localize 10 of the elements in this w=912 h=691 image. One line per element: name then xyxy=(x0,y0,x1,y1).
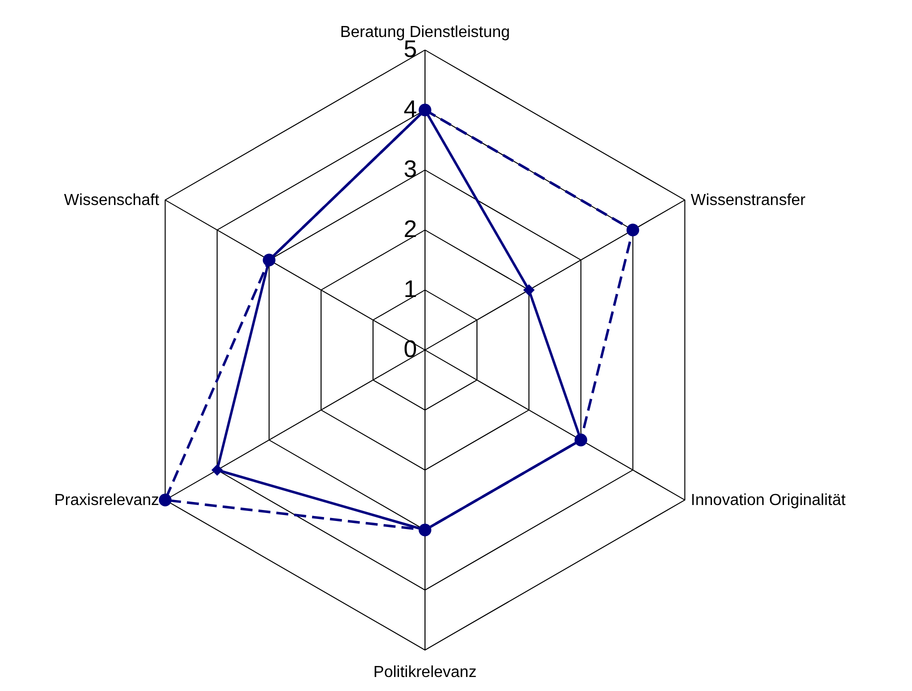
y-tick-label: 1 xyxy=(404,276,417,303)
spoke-label: Politikrelevanz xyxy=(373,664,477,681)
spoke-label: Praxisrelevanz xyxy=(54,492,160,509)
y-tick-label: 4 xyxy=(404,96,417,123)
y-tick-label: 0 xyxy=(404,336,417,363)
spoke-label: Wissenstransfer xyxy=(690,192,806,209)
y-tick-label: 2 xyxy=(404,216,417,243)
spoke-label: Wissenschaft xyxy=(64,192,160,209)
y-tick-label: 3 xyxy=(404,156,417,183)
spoke-label: Innovation Originalität xyxy=(690,492,846,509)
